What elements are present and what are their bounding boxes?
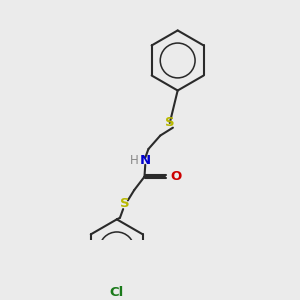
Text: H: H [130,154,139,167]
Text: Cl: Cl [110,286,124,298]
Text: S: S [165,116,175,129]
Text: N: N [140,154,151,167]
Text: S: S [120,197,130,210]
Text: O: O [171,170,182,183]
